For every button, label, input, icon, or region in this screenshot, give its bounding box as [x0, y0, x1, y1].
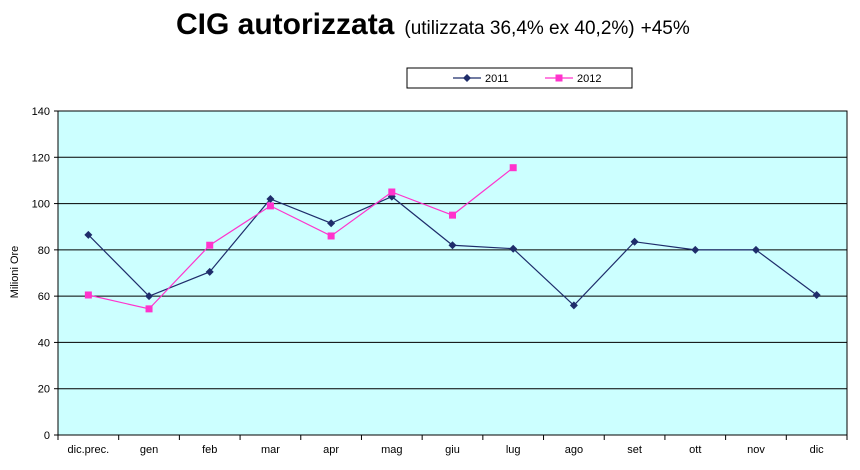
- data-point: [388, 188, 396, 196]
- data-point: [448, 241, 457, 250]
- y-tick-label: 20: [38, 384, 50, 396]
- y-tick-label: 140: [32, 106, 50, 118]
- y-tick-label: 80: [38, 245, 50, 257]
- data-point: [569, 301, 578, 310]
- data-point: [555, 74, 563, 82]
- chart-title: CIG autorizzata (utilizzata 36,4% ex 40,2…: [176, 8, 690, 41]
- data-point: [691, 245, 700, 254]
- chart-subtitle: (utilizzata 36,4% ex 40,2%): [404, 18, 634, 39]
- data-point: [812, 290, 821, 299]
- y-tick-label: 60: [38, 291, 50, 303]
- x-tick-label: mar: [261, 444, 280, 456]
- y-tick-label: 120: [32, 152, 50, 164]
- data-point: [205, 267, 214, 276]
- chart-title-suffix: +45%: [641, 18, 690, 39]
- data-point: [266, 202, 274, 210]
- x-tick-label: dic: [810, 444, 825, 456]
- x-tick-label: apr: [323, 444, 339, 456]
- data-point: [509, 164, 517, 172]
- x-tick-label: ott: [689, 444, 701, 456]
- legend-box: [406, 67, 633, 89]
- data-point: [266, 194, 275, 203]
- data-point: [206, 241, 214, 249]
- legend-label: 2012: [577, 73, 601, 85]
- chart-title-main: CIG autorizzata: [176, 8, 395, 41]
- data-point: [327, 219, 336, 228]
- series-line: [88, 167, 514, 310]
- data-point: [327, 232, 335, 240]
- gridlines: [58, 156, 847, 390]
- x-tick-label: feb: [202, 444, 217, 456]
- data-point: [509, 244, 518, 253]
- x-tick-label: lug: [506, 444, 521, 456]
- plot-area: [57, 110, 848, 436]
- x-tick-label: giu: [445, 444, 460, 456]
- data-point: [630, 237, 639, 246]
- legend-label: 2011: [485, 73, 509, 85]
- x-tick-label: mag: [381, 444, 402, 456]
- data-point: [145, 292, 154, 301]
- x-tick-label: set: [627, 444, 642, 456]
- series-2012: [84, 164, 517, 313]
- data-point: [449, 211, 456, 219]
- y-tick-label: 40: [38, 337, 50, 349]
- data-point: [145, 305, 153, 313]
- y-axis: 0 20 40 60 80 100 120 140: [32, 106, 58, 442]
- data-point: [84, 291, 92, 299]
- x-tick-label: ago: [565, 444, 583, 456]
- series-layer: [84, 164, 821, 313]
- x-tick-label: nov: [747, 444, 765, 456]
- x-axis: dic.prec. gen feb mar apr mag giu lug ago set ott n…: [57, 435, 848, 456]
- y-axis-label: Milioni Ore: [9, 246, 21, 299]
- y-tick-label: 100: [32, 199, 50, 211]
- legend: 2011 2012: [406, 67, 633, 89]
- x-tick-label: dic.prec.: [68, 444, 110, 456]
- x-tick-label: gen: [140, 444, 158, 456]
- data-point: [751, 245, 760, 254]
- data-point: [463, 74, 471, 82]
- data-point: [84, 230, 93, 239]
- y-tick-label: 0: [44, 430, 50, 442]
